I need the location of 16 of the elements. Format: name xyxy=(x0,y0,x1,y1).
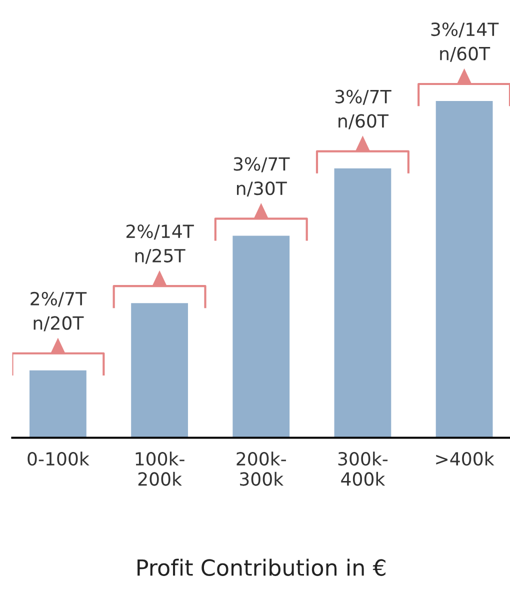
x-axis-title: Profit Contribution in € xyxy=(138,558,386,576)
x-tick-label: 0-100k xyxy=(28,452,90,466)
bar xyxy=(232,236,290,438)
x-tick-label: 100k- 200k xyxy=(136,452,184,486)
annotation: 2%/14T n/25T xyxy=(126,224,194,264)
x-tick-label: 200k- 300k xyxy=(236,452,286,486)
bar xyxy=(436,101,493,438)
bar xyxy=(334,168,392,438)
annotation: 2%/7T n/20T xyxy=(30,292,87,332)
annotation: 3%/7T n/30T xyxy=(234,157,290,197)
x-tick-label: >400k xyxy=(436,452,494,466)
bar xyxy=(131,303,188,438)
bar xyxy=(30,370,86,438)
annotation: 3%/14T n/60T xyxy=(431,22,499,62)
annotation: 3%/7T n/60T xyxy=(335,90,392,130)
x-tick-label: 300k- 400k xyxy=(338,452,388,486)
